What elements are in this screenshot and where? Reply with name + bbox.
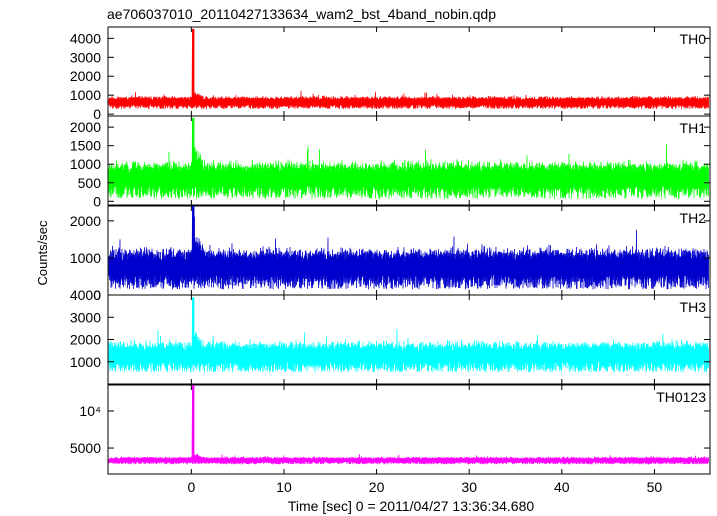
panel-frame-th0123 <box>107 384 711 475</box>
y-axis-label: Counts/sec <box>35 220 50 286</box>
series-line-th1 <box>108 117 709 199</box>
y-tick-label-th3: 2000 <box>70 332 101 348</box>
series-line-th0123 <box>108 384 709 465</box>
chart-title: ae706037010_20110427133634_wam2_bst_4ban… <box>107 6 496 22</box>
y-tick-label-th0: 4000 <box>70 30 101 46</box>
x-axis-label: Time [sec] 0 = 2011/04/27 13:36:34.680 <box>288 498 535 514</box>
panel-label-th2: TH2 <box>680 210 707 226</box>
panel-frame-th1 <box>107 115 711 206</box>
x-tick-label: 0 <box>187 479 195 495</box>
x-tick-label: 10 <box>276 479 292 495</box>
y-tick-label-th3: 3000 <box>70 309 101 325</box>
panel-label-th0123: TH0123 <box>656 389 706 405</box>
y-tick-label-th2: 2000 <box>70 213 101 229</box>
y-tick-label-th2: 0 <box>93 287 101 303</box>
y-tick-label-th0123: 10⁴ <box>79 403 101 419</box>
series-line-th0 <box>108 28 709 109</box>
y-tick-label-th3: 4000 <box>70 287 101 303</box>
y-tick-label-th0: 2000 <box>70 68 101 84</box>
y-tick-label-th2: 1000 <box>70 250 101 266</box>
series-line-th2 <box>108 205 709 290</box>
x-tick-label: 30 <box>461 479 477 495</box>
x-tick-label: 50 <box>647 479 663 495</box>
y-tick-label-th1: 1000 <box>70 156 101 172</box>
panel-label-th0: TH0 <box>680 31 707 47</box>
y-tick-label-th1: 2000 <box>70 119 101 135</box>
panel-label-th1: TH1 <box>680 120 707 136</box>
y-tick-label-th1: 1500 <box>70 138 101 154</box>
y-tick-label-th3: 1000 <box>70 354 101 370</box>
y-tick-label-th1: 0 <box>93 193 101 209</box>
x-tick-label: 20 <box>369 479 385 495</box>
y-tick-label-th0: 0 <box>93 106 101 122</box>
y-tick-label-th0: 3000 <box>70 49 101 65</box>
y-tick-label-th1: 500 <box>78 175 102 191</box>
y-tick-label-th0: 1000 <box>70 87 101 103</box>
series-line-th3 <box>108 297 709 373</box>
x-tick-label: 40 <box>554 479 570 495</box>
panel-label-th3: TH3 <box>680 299 707 315</box>
y-tick-label-th0123: 5000 <box>70 440 101 456</box>
